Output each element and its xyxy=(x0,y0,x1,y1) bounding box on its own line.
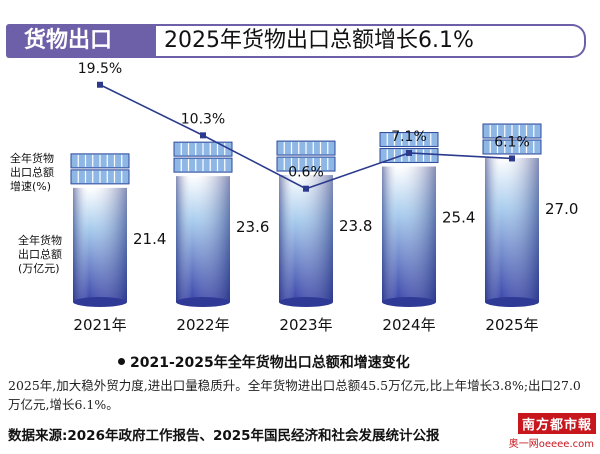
x-tick-label: 2022年 xyxy=(176,316,229,334)
x-tick-label: 2025年 xyxy=(485,316,538,334)
rate-axis-label: 增速(%) xyxy=(10,179,51,193)
newspaper-logo: 南方都市報 xyxy=(517,413,596,434)
bar: 23.8 xyxy=(276,140,372,307)
bar-base xyxy=(485,297,539,307)
rate-axis-label: 全年货物 xyxy=(10,151,54,165)
value-axis-label: 全年货物 xyxy=(18,233,62,247)
bar-shade xyxy=(279,175,333,302)
chart-title: 2021-2025年全年货物出口总额和增速变化 xyxy=(130,355,410,371)
bar: 21.4 xyxy=(70,153,166,307)
growth-point xyxy=(509,155,515,162)
note-text: 2025年,加大稳外贸力度,进出口量稳质升。全年货物进出口总额45.5万亿元,比… xyxy=(8,378,581,412)
bullet-icon xyxy=(118,357,125,365)
growth-point xyxy=(303,185,309,192)
value-axis-label: 出口总额 xyxy=(18,247,62,261)
bar-value-label: 23.8 xyxy=(339,217,372,235)
bars: 21.4 23.6 23.8 25.4 27.0 xyxy=(70,123,578,307)
bar-base xyxy=(176,297,230,307)
growth-label: 6.1% xyxy=(494,134,530,150)
header: 2025年货物出口总额增长6.1% 货物出口 xyxy=(6,24,586,58)
growth-label: 10.3% xyxy=(181,111,225,127)
value-axis-label: (万亿元) xyxy=(18,262,60,275)
x-tick-label: 2024年 xyxy=(382,316,435,334)
bar-base xyxy=(382,297,436,307)
bar-shade xyxy=(485,158,539,302)
line-layer: 19.5% 10.3% 0.6% 7.1% 6.1% xyxy=(78,62,530,192)
page-title: 2025年货物出口总额增长6.1% xyxy=(164,28,474,53)
bar-shade xyxy=(176,176,230,302)
bar: 25.4 xyxy=(379,132,475,307)
source-text: 数据来源:2026年政府工作报告、2025年国民经济和社会发展统计公报 xyxy=(8,428,440,444)
bar-value-label: 23.6 xyxy=(236,218,269,236)
bar: 27.0 xyxy=(482,123,578,307)
x-axis: 2021年 2022年 2023年 2024年 2025年 xyxy=(73,316,538,334)
bar-value-label: 25.4 xyxy=(442,209,475,227)
title-box: 2025年货物出口总额增长6.1% xyxy=(148,24,586,58)
section-tag: 货物出口 xyxy=(6,24,156,58)
bar-shade xyxy=(382,166,436,302)
site-logo: 奥一网oeeee.com xyxy=(508,439,594,450)
bar-value-label: 21.4 xyxy=(133,230,166,248)
x-tick-label: 2021年 xyxy=(73,316,126,334)
x-tick-label: 2023年 xyxy=(279,316,332,334)
growth-label: 19.5% xyxy=(78,62,122,77)
growth-label: 0.6% xyxy=(288,165,324,181)
rate-axis-label: 出口总额 xyxy=(10,165,54,179)
bar: 23.6 xyxy=(173,141,269,307)
growth-point xyxy=(97,81,103,88)
growth-point xyxy=(200,132,206,139)
bar-value-label: 27.0 xyxy=(545,200,578,218)
chart-caption: 2021-2025年全年货物出口总额和增速变化 xyxy=(118,352,410,372)
bar-base xyxy=(73,297,127,307)
growth-point xyxy=(406,149,412,156)
bar-shade xyxy=(73,187,127,302)
growth-label: 7.1% xyxy=(391,129,427,145)
bar-base xyxy=(279,297,333,307)
